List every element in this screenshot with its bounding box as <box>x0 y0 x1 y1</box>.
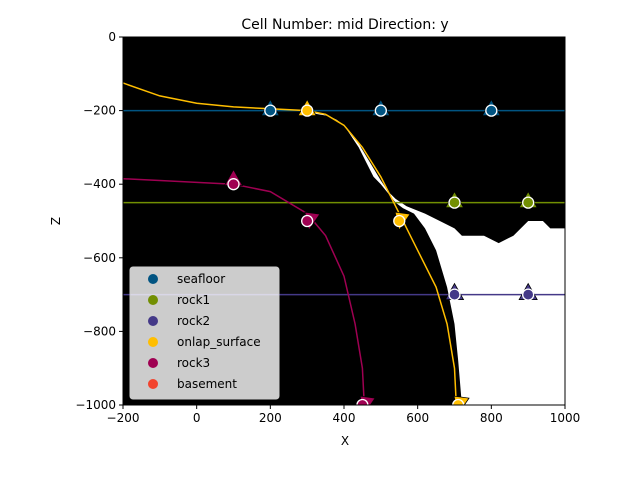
legend-label-rock3: rock3 <box>177 356 210 370</box>
axes: −200 0 200 400 600 800 1000 0 −200 −400 −600 −800 −1… <box>75 30 580 425</box>
y-axis-label: Z <box>49 217 63 225</box>
x-tick-label: −200 <box>107 411 140 425</box>
legend-label-rock1: rock1 <box>177 293 210 307</box>
legend-label-basement: basement <box>177 377 237 391</box>
legend-label-seafloor: seafloor <box>177 272 225 286</box>
y-tick-label: −800 <box>83 324 116 338</box>
legend-marker-onlap_surface <box>148 337 158 347</box>
x-axis-label: X <box>341 434 349 448</box>
point-onlap_surface <box>452 398 465 405</box>
point-seafloor <box>374 104 387 117</box>
point-rock1 <box>522 196 535 209</box>
x-tick-label: 0 <box>193 411 201 425</box>
y-tick-label: −1000 <box>75 398 116 412</box>
y-tick-label: −600 <box>83 251 116 265</box>
point-rock3 <box>301 214 314 228</box>
legend-marker-seafloor <box>148 274 158 284</box>
x-tick-label: 600 <box>406 411 429 425</box>
white-region <box>299 110 565 405</box>
x-tick-label: 400 <box>333 411 356 425</box>
point-rock2 <box>522 288 535 301</box>
legend-marker-rock2 <box>148 316 158 326</box>
point-onlap_surface <box>301 104 314 117</box>
point-seafloor <box>264 104 277 117</box>
y-tick-label: 0 <box>108 30 116 44</box>
legend-marker-basement <box>148 379 158 389</box>
legend: seafloor rock1 rock2 onlap_surface rock3 base… <box>129 266 280 400</box>
series-line-onlap_surface <box>123 82 458 405</box>
legend-marker-rock3 <box>148 358 158 368</box>
point-rock3 <box>227 178 240 191</box>
x-tick-label: 1000 <box>550 411 581 425</box>
chart-title: Cell Number: mid Direction: y <box>241 17 448 33</box>
legend-label-rock2: rock2 <box>177 314 210 328</box>
legend-label-onlap_surface: onlap_surface <box>177 335 261 349</box>
y-tick-label: −200 <box>83 104 116 118</box>
point-rock3 <box>356 398 369 405</box>
point-seafloor <box>485 104 498 117</box>
point-rock1 <box>448 196 461 209</box>
legend-marker-rock1 <box>148 295 158 305</box>
point-onlap_surface <box>393 214 406 228</box>
x-tick-label: 200 <box>259 411 282 425</box>
x-tick-label: 800 <box>480 411 503 425</box>
legend-box <box>129 266 280 400</box>
point-rock2 <box>448 288 461 301</box>
y-tick-label: −400 <box>83 177 116 191</box>
